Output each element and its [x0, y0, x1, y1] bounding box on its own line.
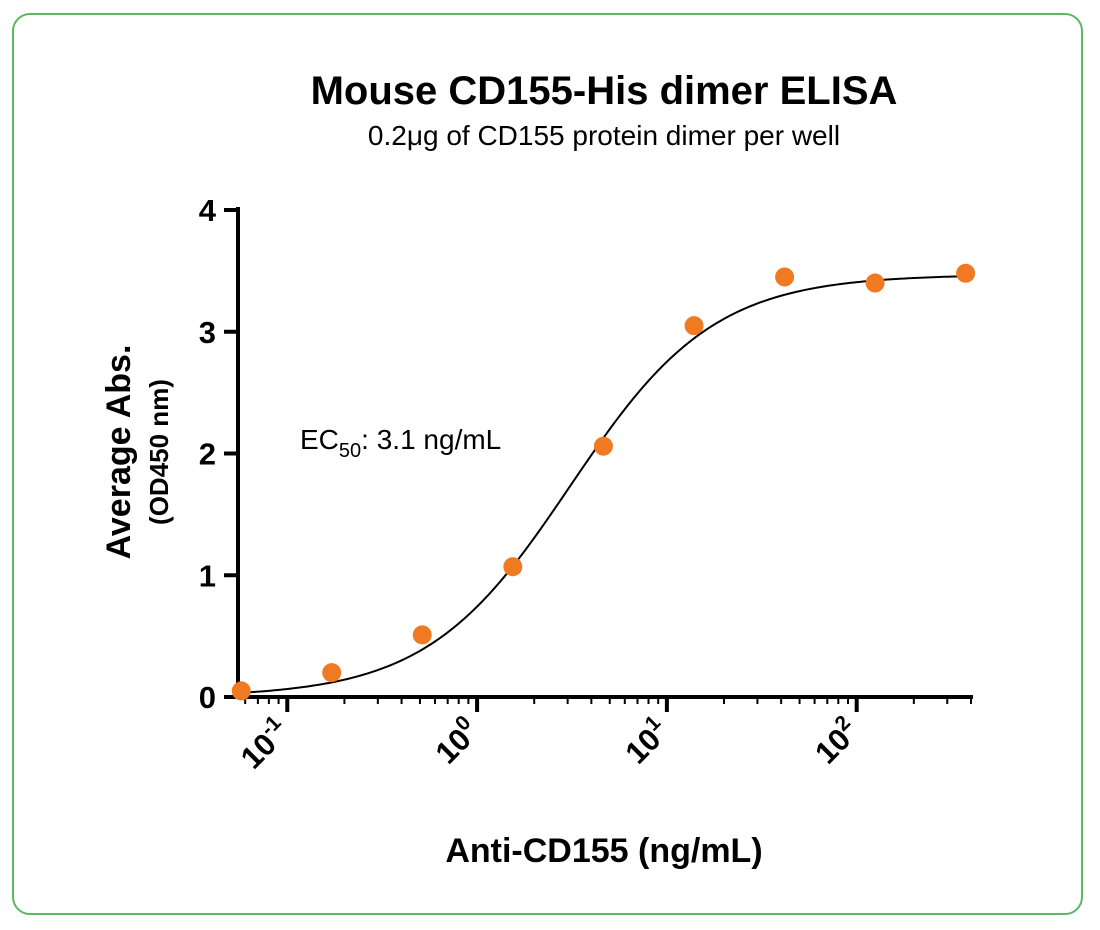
- x-tick-label: 100: [427, 711, 487, 771]
- chart-frame: [12, 13, 1083, 915]
- ec50-subscript: 50: [339, 440, 361, 462]
- data-points: [231, 263, 976, 701]
- data-point: [593, 436, 613, 456]
- chart-subtitle: 0.2μg of CD155 protein dimer per well: [368, 120, 840, 151]
- data-point: [956, 263, 976, 283]
- y-axis-sublabel: (OD450 nm): [144, 379, 174, 525]
- data-point: [503, 557, 523, 577]
- data-point: [775, 267, 795, 287]
- x-tick-label: 101: [616, 711, 676, 771]
- y-tick-label: 0: [199, 680, 216, 715]
- y-tick-label: 2: [199, 437, 216, 472]
- data-point: [322, 663, 342, 683]
- x-tick-label: 102: [806, 711, 866, 771]
- ec50-annotation: EC50: 3.1 ng/mL: [300, 424, 501, 462]
- axes: 0 1 2 3 4 10-1 100 101 102: [199, 193, 973, 776]
- x-tick-label-group: 101: [616, 711, 676, 771]
- fit-curve: [241, 275, 966, 694]
- x-tick-label: 10-1: [232, 711, 297, 776]
- y-axis-label: Average Abs.: [100, 345, 138, 560]
- data-point: [412, 625, 432, 645]
- x-tick-label-group: 102: [806, 711, 866, 771]
- x-tick-label-group: 10-1: [232, 711, 297, 776]
- data-point: [865, 273, 885, 293]
- y-tick-label: 4: [199, 193, 217, 228]
- y-axis-title: Average Abs. (OD450 nm): [100, 345, 174, 560]
- x-tick-label-group: 100: [427, 711, 487, 771]
- chart-title: Mouse CD155-His dimer ELISA: [311, 69, 898, 113]
- data-point: [231, 681, 251, 701]
- y-tick-label: 1: [199, 558, 216, 593]
- y-tick-label: 3: [199, 315, 216, 350]
- x-axis-label: Anti-CD155 (ng/mL): [445, 832, 762, 870]
- ec50-main: EC: [300, 424, 339, 455]
- fit-curve-layer: [241, 275, 966, 694]
- ec50-value: : 3.1 ng/mL: [361, 424, 501, 455]
- data-point: [684, 316, 704, 336]
